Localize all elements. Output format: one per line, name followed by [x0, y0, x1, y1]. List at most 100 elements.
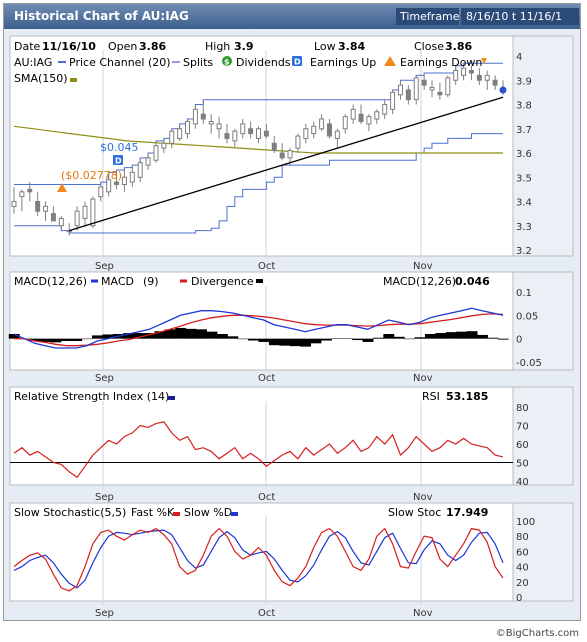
candle-body — [461, 67, 467, 76]
candle-body — [11, 201, 17, 207]
stoch-value-label: Slow Stoc — [388, 506, 441, 519]
dividend-1-label: $0.045 — [100, 141, 139, 154]
divergence-bar — [445, 332, 457, 339]
candle-body — [145, 157, 151, 166]
legend-fastk-swatch — [173, 512, 180, 516]
divergence-bar — [71, 338, 83, 341]
stoch-y-tick-label: 80 — [516, 532, 529, 543]
stoch-value: 17.949 — [446, 506, 488, 519]
divergence-bar — [372, 337, 384, 339]
candle-body — [98, 186, 104, 198]
divergence-bar — [320, 338, 332, 341]
candle-body — [468, 70, 474, 74]
dividend-marker-1[interactable]: $0.045 D — [100, 141, 139, 166]
close-value: 3.86 — [445, 40, 472, 53]
divergence-bar — [144, 333, 155, 339]
price-panel: Sep Oct Nov 4 3.9 3.8 3.7 3.6 3.5 3.4 3.3 3.2 Date… — [9, 35, 574, 272]
candle-body — [453, 70, 459, 81]
rsi-y-ticks: 80 70 60 50 40 — [516, 403, 529, 488]
divergence-bar — [196, 329, 207, 339]
candle-body — [303, 128, 309, 139]
divergence-bar — [175, 327, 187, 339]
legend-slowd-swatch — [231, 512, 238, 516]
candle-body — [129, 171, 135, 183]
candle-body — [382, 104, 388, 115]
macd-month-label: Sep — [95, 373, 114, 384]
earnings-down-icon — [384, 56, 396, 66]
sma-150-line — [13, 125, 503, 154]
svg-text:D: D — [115, 157, 122, 166]
macd-y-tick-label: 0.05 — [516, 311, 538, 322]
macd-legend-macd: MACD — [101, 275, 134, 288]
svg-text:$: $ — [224, 58, 230, 67]
candle-body — [445, 77, 451, 96]
divergence-bar — [476, 334, 488, 339]
rsi-y-tick-label: 50 — [516, 459, 529, 470]
date-value: 11/16/10 — [42, 40, 96, 53]
candle-body — [405, 89, 411, 101]
divergence-bar — [60, 338, 72, 341]
bigcharts-credit[interactable]: ©BigCharts.com — [495, 628, 579, 639]
rsi-panel: Sep Oct Nov 80 70 60 50 40 Relative Strength I… — [9, 386, 574, 503]
stoch-grid: Sep Oct Nov — [95, 515, 433, 619]
candle-body — [137, 162, 143, 178]
divergence-bar — [414, 337, 426, 339]
candle-body — [374, 111, 380, 120]
price-axis-bg — [512, 35, 574, 257]
divergence-bar — [123, 333, 135, 339]
legend-price-channel: Price Channel (20) — [69, 56, 171, 69]
candle-body — [121, 176, 127, 186]
divergence-bar — [29, 338, 41, 341]
divergence-bar — [185, 328, 197, 339]
macd-legend-divergence: Divergence — [191, 275, 254, 288]
divergence-bar — [227, 336, 239, 339]
divergence-bar — [487, 337, 499, 339]
macd-y-tick-label: 0 — [516, 335, 522, 346]
stoch-month-label: Sep — [95, 608, 114, 619]
candle-body — [19, 191, 25, 198]
candle-body — [326, 123, 332, 137]
macd-series — [8, 307, 509, 349]
divergence-bar — [362, 338, 374, 342]
rsi-month-label: Sep — [95, 492, 114, 503]
stoch-y-tick-label: 0 — [516, 593, 522, 604]
candle-body — [185, 120, 191, 135]
divergence-bar — [50, 338, 62, 343]
rsi-series — [10, 421, 513, 479]
candle-body — [114, 181, 120, 186]
divergence-bar — [456, 331, 468, 339]
title-bar: Historical Chart of AU:IAG Timeframe 8/1… — [4, 4, 580, 29]
divergence-bar — [289, 338, 301, 347]
candle-body — [106, 179, 112, 193]
candle-body — [192, 108, 198, 125]
divergence-bar — [352, 338, 364, 341]
stoch-month-label: Oct — [258, 608, 275, 619]
fast-k-line — [13, 527, 504, 592]
candle-body — [43, 205, 49, 212]
candle-body — [421, 79, 427, 86]
dividend-marker-2[interactable]: ($0.02778) — [57, 169, 122, 192]
divergence-bar — [404, 338, 416, 340]
candle-body — [397, 84, 403, 96]
macd-month-label: Nov — [413, 373, 433, 384]
timeframe-value[interactable]: 8/16/10 t 11/16/1 — [461, 8, 579, 25]
candle-body — [311, 125, 317, 135]
stoch-legend-slowd: Slow %D — [184, 506, 232, 519]
candle-body — [295, 135, 301, 149]
trend-line — [69, 96, 504, 232]
divergence-bar — [81, 338, 93, 340]
high-value: 3.9 — [234, 40, 254, 53]
price-y-tick-label: 3.2 — [516, 246, 532, 257]
legend-earnings-down: Earnings Down — [400, 56, 482, 69]
candle-body — [35, 201, 41, 212]
stoch-y-tick-label: 60 — [516, 547, 529, 558]
rsi-value: 53.185 — [446, 390, 488, 403]
timeframe-label: Timeframe — [396, 8, 460, 25]
legend-divergence-swatch — [256, 279, 263, 283]
stoch-month-label: Nov — [413, 608, 433, 619]
earnings-marker-icon — [113, 155, 123, 165]
stoch-y-ticks: 100 80 60 40 20 0 — [516, 517, 535, 604]
dividends-icon — [222, 56, 232, 66]
candle-body — [342, 116, 348, 130]
